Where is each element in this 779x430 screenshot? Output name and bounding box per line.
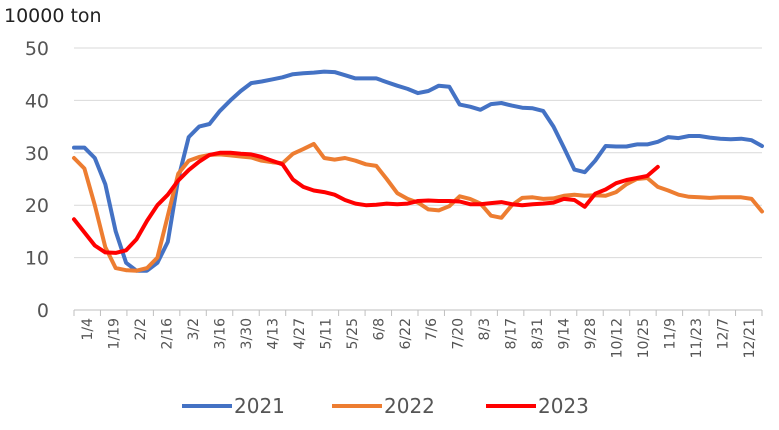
series-line-2021 xyxy=(72,69,764,273)
x-tick-label: 3/16 xyxy=(213,318,229,350)
x-tick-label: 12/7 xyxy=(715,318,731,349)
legend-label: 2022 xyxy=(384,394,435,418)
series-line-2022 xyxy=(72,141,764,273)
y-tick-label: 20 xyxy=(25,195,49,217)
x-tick-label: 11/9 xyxy=(662,318,678,349)
legend-item-2023: 2023 xyxy=(486,394,589,418)
series-line-2023 xyxy=(72,150,660,255)
x-tick-label: 9/14 xyxy=(557,318,573,350)
x-tick-label: 2/16 xyxy=(160,318,176,350)
x-tick-label: 4/13 xyxy=(265,318,281,349)
y-tick-label: 50 xyxy=(25,38,49,60)
legend-label: 2021 xyxy=(234,394,285,418)
legend-label: 2023 xyxy=(538,394,589,418)
legend-item-2022: 2022 xyxy=(332,394,435,418)
x-tick-label: 8/31 xyxy=(530,318,546,349)
x-tick-label: 10/12 xyxy=(609,318,625,358)
x-tick-labels: 1/4 1/19 2/2 2/16 3/2 3/16 3/30 4/13 4/27 5/11 5/2… xyxy=(80,318,758,358)
x-tick-label: 8/3 xyxy=(477,318,493,341)
x-tick-label: 5/25 xyxy=(345,318,361,349)
x-tick-label: 6/8 xyxy=(371,318,387,341)
x-tick-label: 7/6 xyxy=(424,318,440,341)
x-tick-label: 12/21 xyxy=(742,318,758,358)
y-tick-label: 40 xyxy=(25,90,49,112)
x-tick-label: 8/17 xyxy=(504,318,520,349)
legend: 2021 2022 2023 xyxy=(182,394,589,418)
y-tick-label: 30 xyxy=(25,143,49,165)
x-tick-label: 11/23 xyxy=(689,318,705,358)
x-tick-label: 4/27 xyxy=(292,318,308,349)
y-gridlines xyxy=(74,47,762,259)
x-tick-label: 9/28 xyxy=(583,318,599,349)
legend-item-2021: 2021 xyxy=(182,394,285,418)
series-lines xyxy=(72,69,764,273)
x-tick-label: 1/19 xyxy=(107,318,123,349)
x-tick-label: 2/2 xyxy=(133,318,149,341)
x-tick-label: 10/25 xyxy=(636,318,652,358)
x-tick-label: 7/20 xyxy=(451,318,467,349)
x-tick-label: 6/22 xyxy=(398,318,414,349)
y-tick-labels: 0 10 20 30 40 50 xyxy=(25,38,49,322)
x-tick-label: 1/4 xyxy=(80,318,96,341)
x-tick-label: 3/2 xyxy=(186,318,202,341)
x-tick-label: 5/11 xyxy=(318,318,334,349)
y-tick-label: 0 xyxy=(37,300,49,322)
y-tick-label: 10 xyxy=(25,248,49,270)
y-unit-label: 10000 ton xyxy=(4,5,102,27)
x-axis xyxy=(73,309,763,316)
x-tick-label: 3/30 xyxy=(239,318,255,349)
